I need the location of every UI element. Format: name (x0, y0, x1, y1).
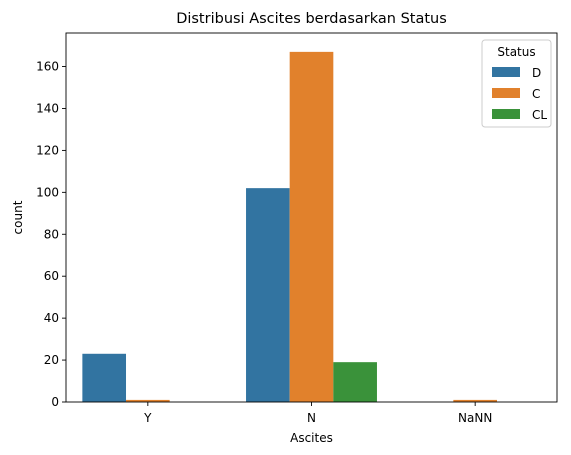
legend-label-CL: CL (532, 108, 547, 122)
bar-C-N (289, 51, 334, 402)
x-axis: Y N NaNN (143, 402, 492, 425)
y-axis-label: count (11, 200, 25, 234)
plot-frame (65, 32, 558, 403)
bar-D-N (246, 188, 290, 402)
bar-D-Y (82, 353, 127, 402)
bar-C-Y (126, 399, 170, 402)
y-tick-label: 160 (36, 60, 59, 74)
y-tick-label: 0 (51, 395, 59, 409)
y-tick-label: 140 (36, 101, 59, 115)
x-tick-label: N (307, 411, 316, 425)
y-axis: 0 20 40 60 80 100 120 140 160 (36, 60, 66, 409)
legend: Status DC CL (481, 39, 552, 128)
y-tick-label: 40 (44, 311, 59, 325)
x-tick-label: NaNN (458, 411, 492, 425)
bar-C-NaNN (453, 399, 497, 402)
legend-swatch-C (492, 88, 520, 98)
legend-title: Status (497, 45, 535, 59)
y-tick-label: 100 (36, 185, 59, 199)
legend-box (481, 39, 552, 128)
legend-label-C: C (532, 87, 540, 101)
legend-swatch-D (492, 67, 520, 77)
x-tick-label: Y (143, 411, 152, 425)
y-tick-label: 20 (44, 353, 59, 367)
legend-swatch-CL (492, 109, 520, 119)
y-tick-label: 80 (44, 227, 59, 241)
x-axis-label: Ascites (290, 431, 333, 445)
y-tick-label: 60 (44, 269, 59, 283)
y-tick-label: 120 (36, 143, 59, 157)
chart-title: Distribusi Ascites berdasarkan Status (176, 11, 447, 27)
bar-CL-N (333, 362, 377, 402)
bars (82, 51, 497, 402)
legend-label-D: D (532, 66, 541, 80)
